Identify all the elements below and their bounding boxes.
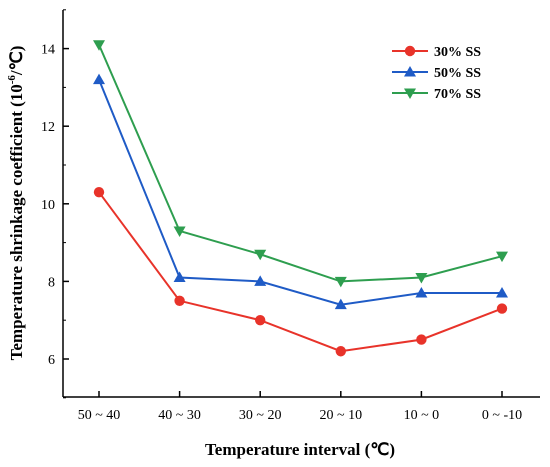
- data-point: [335, 346, 346, 357]
- x-tick-label: 30 ~ 20: [239, 408, 282, 423]
- data-point: [334, 276, 347, 288]
- data-point: [416, 334, 427, 345]
- series-2: [93, 73, 508, 310]
- data-point: [93, 186, 105, 198]
- data-point: [173, 226, 186, 237]
- legend: 30% SS 50% SS 70% SS: [392, 45, 481, 102]
- legend-marker: [404, 88, 416, 99]
- data-point: [496, 303, 508, 314]
- legend-item: 50% SS: [392, 66, 481, 81]
- legend-label: 70% SS: [434, 87, 481, 102]
- y-axis-title-superscript: -6: [6, 75, 18, 85]
- data-point: [254, 275, 267, 286]
- x-tick-label: 10 ~ 0: [404, 408, 440, 423]
- legend-label: 30% SS: [434, 45, 481, 60]
- data-point: [174, 295, 185, 306]
- legend-label: 50% SS: [434, 66, 481, 81]
- data-point: [93, 73, 105, 85]
- x-tick-label: 40 ~ 30: [158, 408, 201, 423]
- y-axis-title: Temperature shrinkage coefficient (10-6/…: [6, 46, 26, 361]
- data-point: [173, 271, 186, 283]
- data-point: [334, 298, 347, 310]
- y-ticks: 6 8 10 12 14: [41, 9, 69, 399]
- y-axis-title-end: /℃): [7, 46, 26, 76]
- data-point: [415, 287, 428, 298]
- y-tick-label: 6: [48, 353, 55, 368]
- series-1: [93, 186, 508, 357]
- series-layer: [93, 40, 508, 357]
- series-line: [98, 79, 502, 306]
- series-line: [98, 191, 503, 353]
- data-point: [255, 315, 266, 326]
- x-ticks: 50 ~ 40 40 ~ 30 30 ~ 20 20 ~ 10 10 ~ 0 0 ~ -1…: [78, 391, 522, 423]
- series-line: [98, 44, 503, 283]
- y-axis-title-main: Temperature shrinkage coefficient (10: [7, 84, 26, 360]
- x-axis-title: Temperature interval (℃): [205, 440, 395, 459]
- series-3: [93, 40, 508, 288]
- y-tick-label: 14: [41, 43, 55, 58]
- x-tick-label: 20 ~ 10: [320, 408, 363, 423]
- x-tick-label: 0 ~ -10: [482, 408, 522, 423]
- x-tick-label: 50 ~ 40: [78, 408, 121, 423]
- data-point: [415, 273, 428, 284]
- legend-marker: [404, 66, 416, 77]
- y-tick-label: 10: [41, 198, 55, 213]
- legend-item: 70% SS: [392, 87, 481, 102]
- y-tick-label: 8: [48, 275, 55, 290]
- legend-marker: [404, 45, 416, 57]
- data-point: [254, 249, 267, 261]
- data-point: [496, 251, 508, 263]
- legend-item: 30% SS: [392, 45, 481, 60]
- data-point: [496, 287, 508, 298]
- data-point: [93, 40, 105, 51]
- y-tick-label: 12: [41, 120, 55, 135]
